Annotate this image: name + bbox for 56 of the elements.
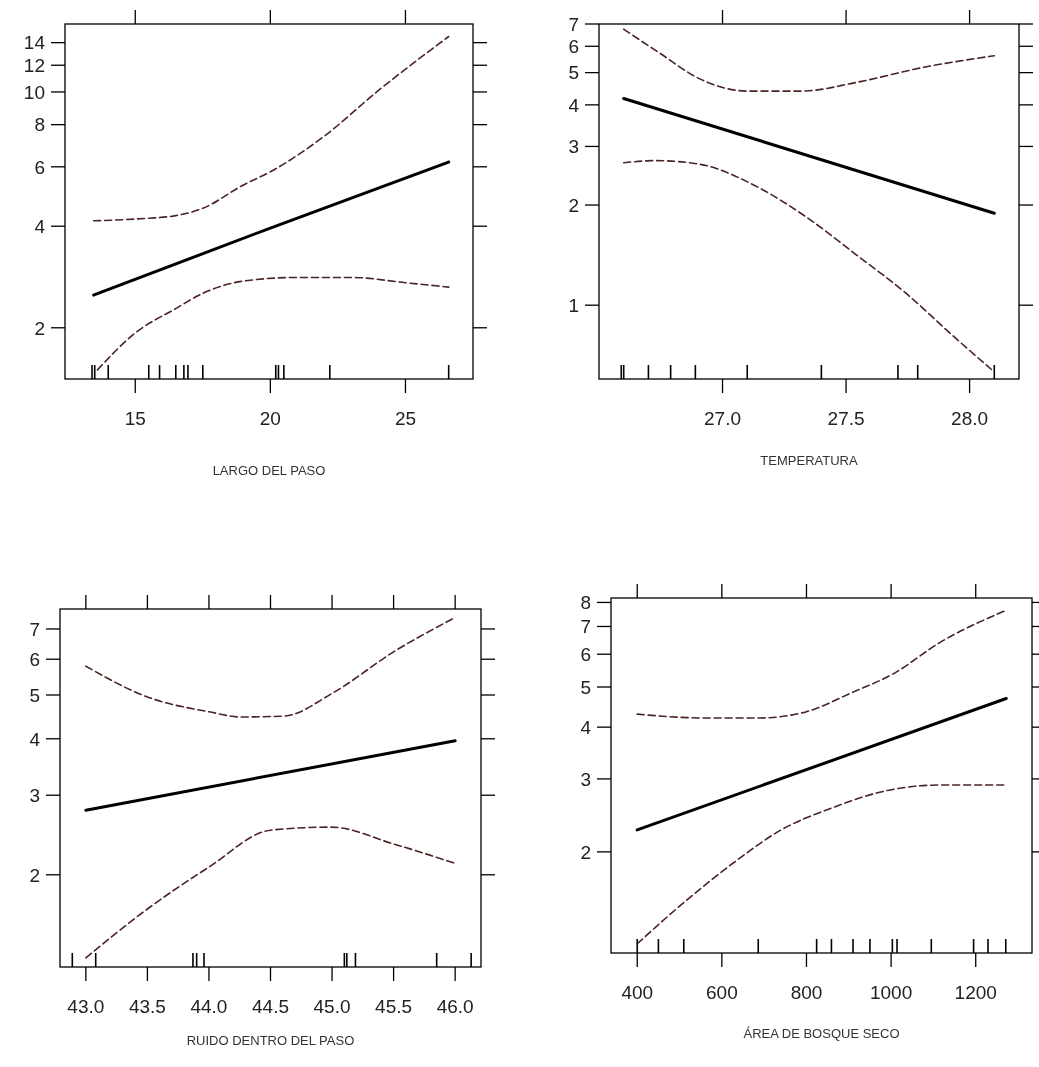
line-series [85,826,456,959]
y-tick-label: 3 [29,785,40,807]
y-tick-label: 5 [568,62,579,84]
x-tick-label: 1200 [954,982,997,1003]
y-tick-label: 7 [29,618,40,640]
x-tick-label: 800 [790,982,823,1003]
x-tick-label: 400 [621,982,654,1003]
x-tick-label: 44.0 [190,996,228,1017]
x-tick-label: 27.5 [827,408,865,429]
y-tick-label: 5 [29,684,40,706]
y-tick-label: 6 [580,644,591,666]
y-tick-label: 2 [580,841,591,863]
y-tick-label: 5 [580,676,591,698]
y-tick-label: 4 [580,716,592,738]
y-tick-label: 2 [29,864,40,886]
line-series [96,276,450,371]
y-tick-label: 8 [580,592,591,614]
x-tick-label: 44.5 [252,996,289,1017]
x-axis-title: ÁREA DE BOSQUE SECO [743,1026,900,1041]
x-axis-title: LARGO DEL PASO [212,463,326,478]
y-tick-label: 10 [23,81,45,103]
line-series [92,35,450,222]
x-tick-label: 43.5 [128,996,166,1017]
y-tick-label: 7 [568,13,579,35]
y-tick-label: 3 [568,136,579,158]
line-series [622,28,996,92]
x-tick-label: 46.0 [436,996,474,1017]
x-tick-label: 45.0 [313,996,351,1017]
x-tick-label: 25 [394,408,417,429]
y-tick-label: 6 [568,36,579,58]
x-axis-title: RUIDO DENTRO DEL PASO [186,1033,355,1048]
x-tick-label: 28.0 [951,408,989,429]
y-tick-label: 2 [34,317,45,339]
x-tick-label: 600 [706,982,738,1003]
y-tick-label: 6 [29,649,40,671]
y-tick-label: 4 [29,728,41,750]
x-tick-label: 43.0 [67,996,105,1017]
x-tick-label: 27.0 [704,408,742,429]
y-tick-label: 1 [568,295,579,317]
x-tick-label: 15 [124,408,146,429]
x-axis-title: TEMPERATURA [760,453,858,468]
x-tick-label: 45.5 [375,996,413,1017]
y-tick-label: 8 [34,114,45,136]
y-tick-label: 4 [568,94,580,116]
y-tick-label: 3 [580,768,591,790]
y-tick-label: 14 [23,32,46,54]
y-tick-label: 4 [34,216,46,238]
y-tick-label: 7 [580,616,591,638]
x-tick-label: 20 [259,408,281,429]
y-tick-label: 2 [568,194,579,216]
x-tick-label: 1000 [869,982,913,1003]
line-series [85,616,456,718]
y-tick-label: 6 [34,156,45,178]
y-tick-label: 12 [23,55,45,77]
line-series [636,784,1007,945]
line-series [636,609,1007,719]
